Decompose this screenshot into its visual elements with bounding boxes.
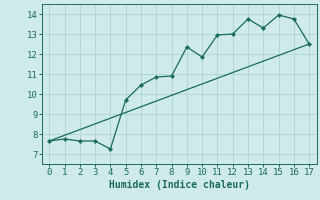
X-axis label: Humidex (Indice chaleur): Humidex (Indice chaleur) xyxy=(109,180,250,190)
